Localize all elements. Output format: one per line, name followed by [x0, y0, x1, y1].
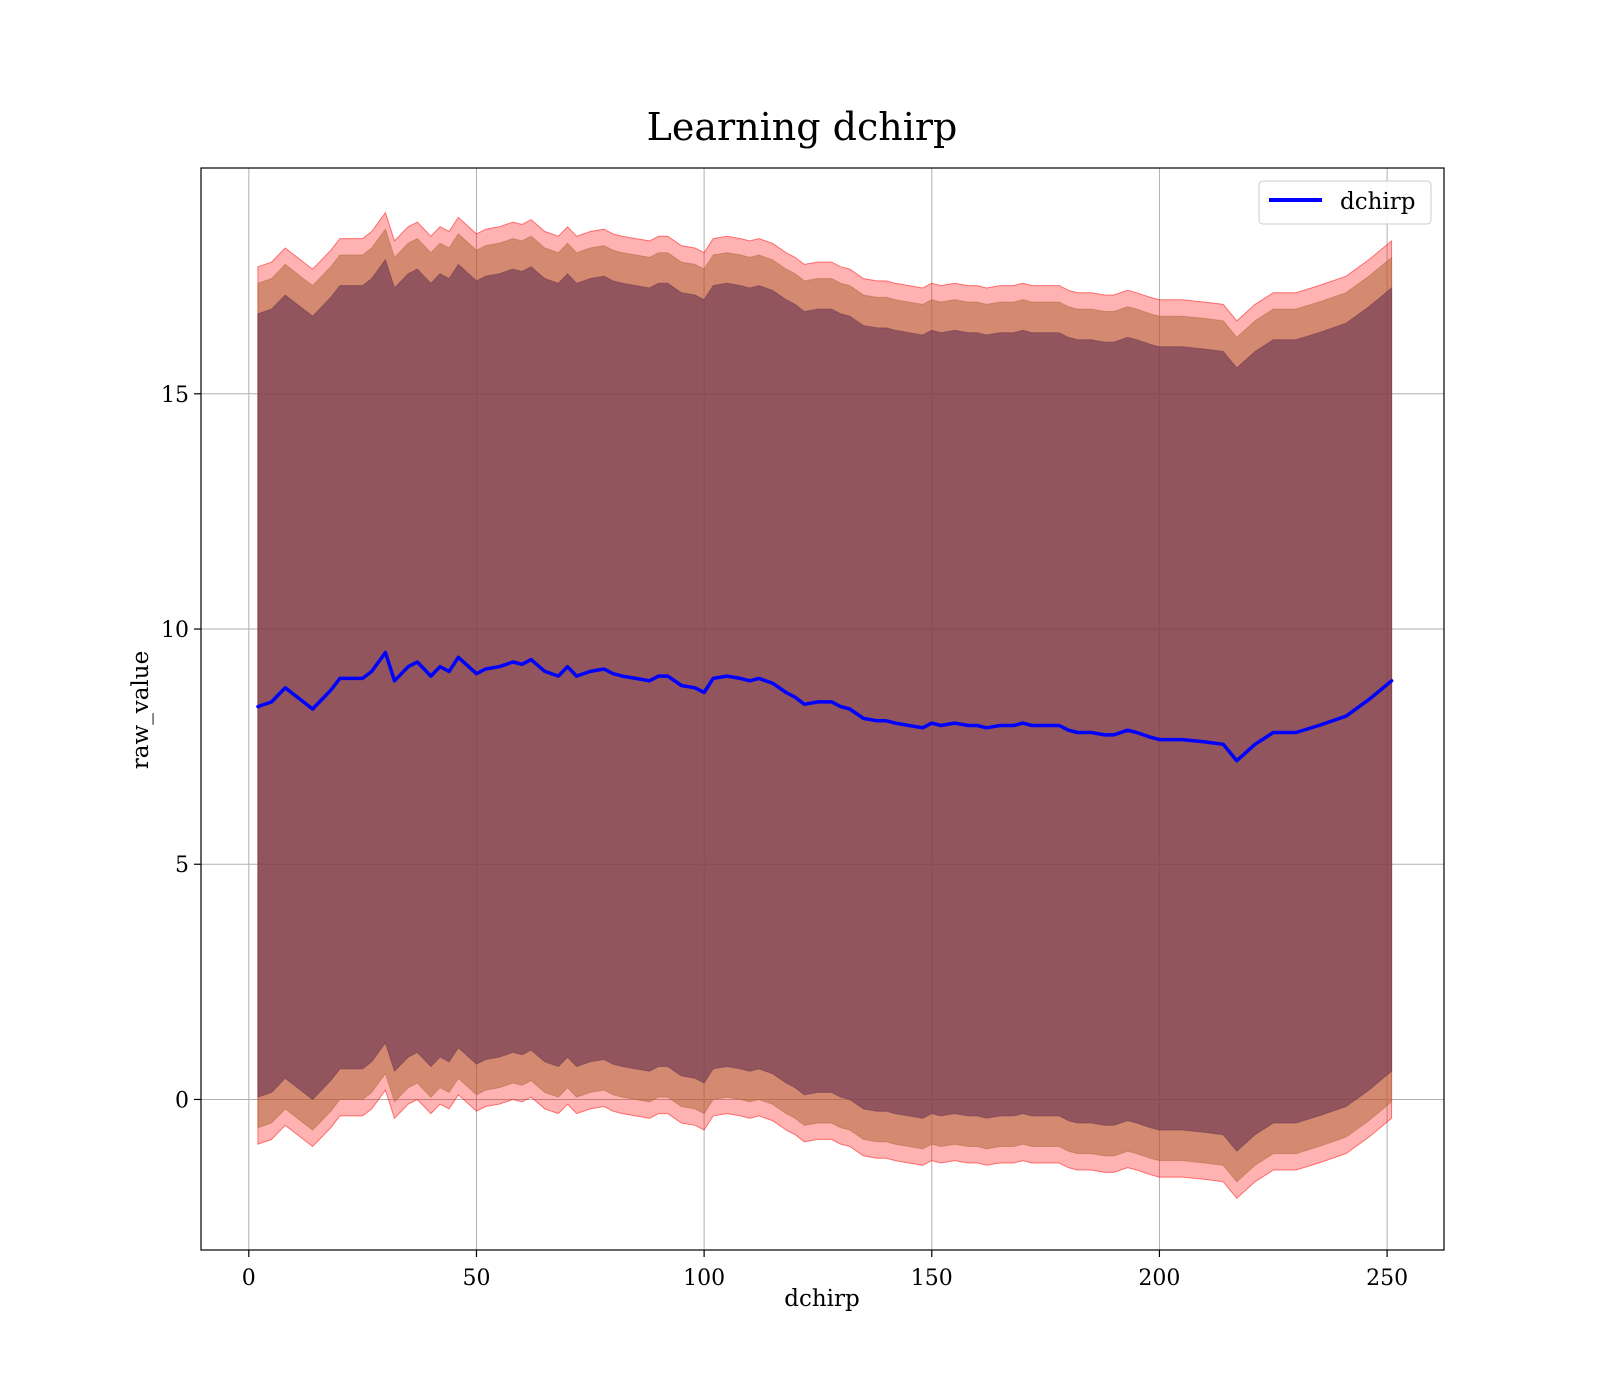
legend-label: dchirp	[1340, 189, 1416, 215]
x-tick-label: 250	[1366, 1266, 1408, 1291]
x-axis-ticks: 0 50 100 150 200 250	[242, 1250, 1408, 1291]
x-tick-label: 150	[911, 1266, 953, 1291]
band-inner	[257, 258, 1393, 1152]
series-line-dchirp	[256, 650, 1394, 763]
y-tick-label: 0	[175, 1088, 189, 1113]
y-tick-label: 10	[161, 618, 189, 643]
series-lines	[256, 650, 1394, 763]
chart-title: Learning dchirp	[647, 105, 958, 149]
x-axis-label: dchirp	[784, 1286, 860, 1312]
x-tick-label: 100	[683, 1266, 725, 1291]
y-axis-ticks: 0 5 10 15	[161, 383, 201, 1113]
x-tick-label: 0	[242, 1266, 256, 1291]
y-axis-label: raw_value	[128, 651, 154, 769]
y-tick-label: 5	[175, 853, 189, 878]
uncertainty-bands	[257, 211, 1393, 1200]
plot-frame	[200, 167, 1445, 1251]
y-tick-label: 15	[161, 383, 189, 408]
x-tick-label: 50	[462, 1266, 490, 1291]
x-tick-label: 200	[1138, 1266, 1180, 1291]
legend-box	[1258, 180, 1432, 225]
legend: dchirp	[1258, 180, 1432, 225]
